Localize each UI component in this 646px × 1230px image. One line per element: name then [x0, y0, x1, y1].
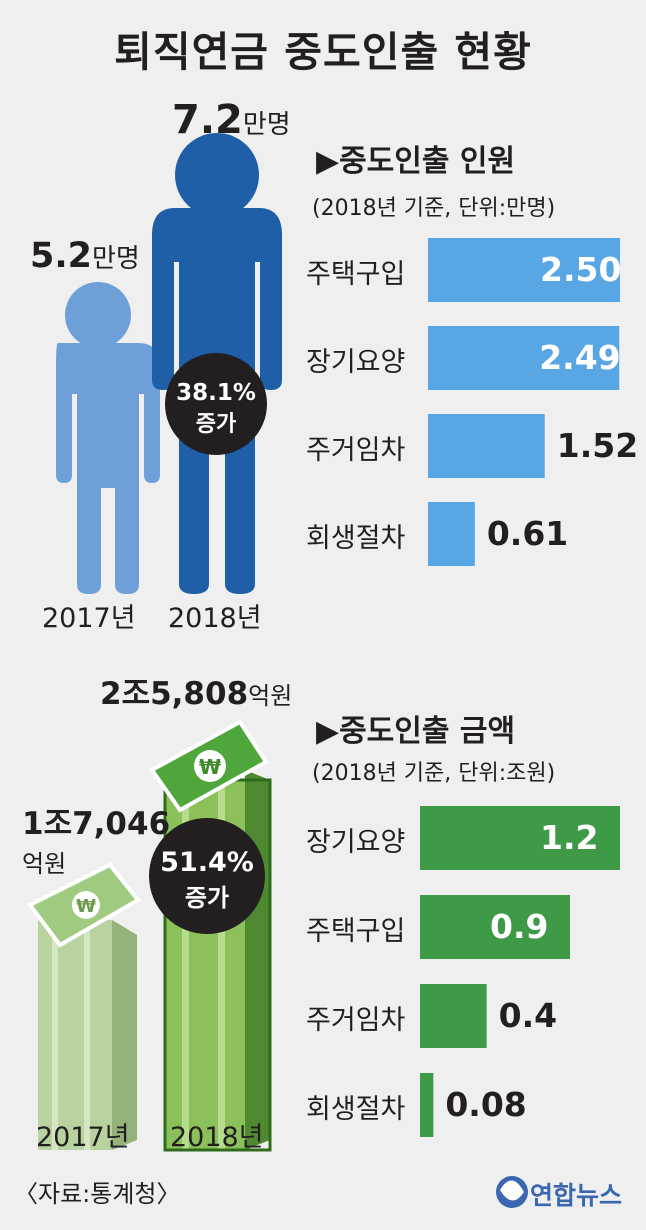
bar-0-0	[428, 238, 620, 302]
people-2017-unit: 만명	[92, 244, 140, 274]
logo-text: 연합뉴스	[530, 1181, 623, 1210]
bar-value-0-1: 2.49	[539, 338, 621, 377]
bar-value-1-1: 0.9	[490, 907, 549, 946]
bar-value-0-2: 1.52	[556, 426, 639, 465]
people-2018-unit: 만명	[242, 110, 291, 140]
svg-text:₩: ₩	[199, 755, 221, 779]
people-2017-value: 5.2만명	[30, 236, 140, 276]
increase-circle-money	[149, 818, 265, 934]
people-year-2017: 2017년	[42, 603, 136, 634]
bar-1-1	[420, 895, 570, 959]
bar-1-2	[420, 984, 487, 1048]
bar-value-0-3: 0.61	[486, 514, 569, 553]
bar-value-1-0: 1.2	[540, 818, 599, 857]
svg-text:₩: ₩	[76, 896, 96, 917]
bar-value-1-3: 0.08	[445, 1085, 527, 1124]
people-year-2018: 2018년	[168, 603, 262, 634]
money-year-2017: 2017년	[36, 1122, 130, 1153]
money-stack-2018-icon: ₩	[149, 719, 272, 1152]
money-chart-subtitle: (2018년 기준, 단위:조원)	[312, 761, 556, 786]
people-2018-number: 7.2	[172, 97, 243, 143]
increase-circle-people	[165, 353, 267, 455]
bar-0-2	[428, 414, 545, 478]
money-2017-unit: 억원	[22, 850, 67, 878]
people-2017-number: 5.2	[30, 236, 93, 276]
people-chart-subtitle: (2018년 기준, 단위:만명)	[312, 196, 556, 221]
bar-category-0-0: 주택구입	[306, 259, 406, 290]
money-2018-number: 2조5,808	[100, 676, 249, 712]
people-increase-pct: 38.1%	[176, 380, 256, 406]
money-2018-unit: 억원	[248, 682, 293, 710]
bar-1-3	[420, 1073, 434, 1137]
person-2017-icon	[56, 282, 160, 594]
bar-category-1-3: 회생절차	[306, 1094, 406, 1125]
money-chart-title: ▶중도인출 금액	[316, 714, 516, 749]
money-year-2018: 2018년	[170, 1122, 264, 1153]
bar-category-0-1: 장기요양	[306, 347, 406, 378]
people-increase-label: 증가	[195, 412, 237, 437]
bar-category-0-3: 회생절차	[306, 523, 406, 554]
bar-category-1-0: 장기요양	[306, 827, 406, 858]
money-2018-value: 2조5,808억원	[100, 668, 292, 713]
bar-0-3	[428, 502, 475, 566]
people-chart-title: ▶중도인출 인원	[316, 144, 516, 179]
bar-value-0-0: 2.50	[540, 250, 622, 289]
bar-category-1-2: 주거임차	[306, 1005, 406, 1036]
bar-category-1-1: 주택구입	[306, 916, 406, 947]
yonhap-logo-icon	[496, 1176, 528, 1208]
money-increase-label: 증가	[184, 884, 230, 912]
source-note: 〈자료:통계청〉	[14, 1180, 181, 1208]
bar-0-1	[428, 326, 620, 390]
money-2017-value: 1조7,046	[22, 806, 171, 842]
page-title: 퇴직연금 중도인출 현황	[114, 28, 532, 76]
money-stack-2017-icon: ₩	[26, 862, 142, 1150]
bar-charts	[420, 238, 620, 1137]
money-increase-pct: 51.4%	[160, 847, 254, 878]
bar-value-1-2: 0.4	[498, 996, 558, 1035]
people-2018-value: 7.2만명	[172, 97, 291, 143]
bar-category-0-2: 주거임차	[306, 435, 406, 466]
bar-1-0	[420, 806, 620, 870]
